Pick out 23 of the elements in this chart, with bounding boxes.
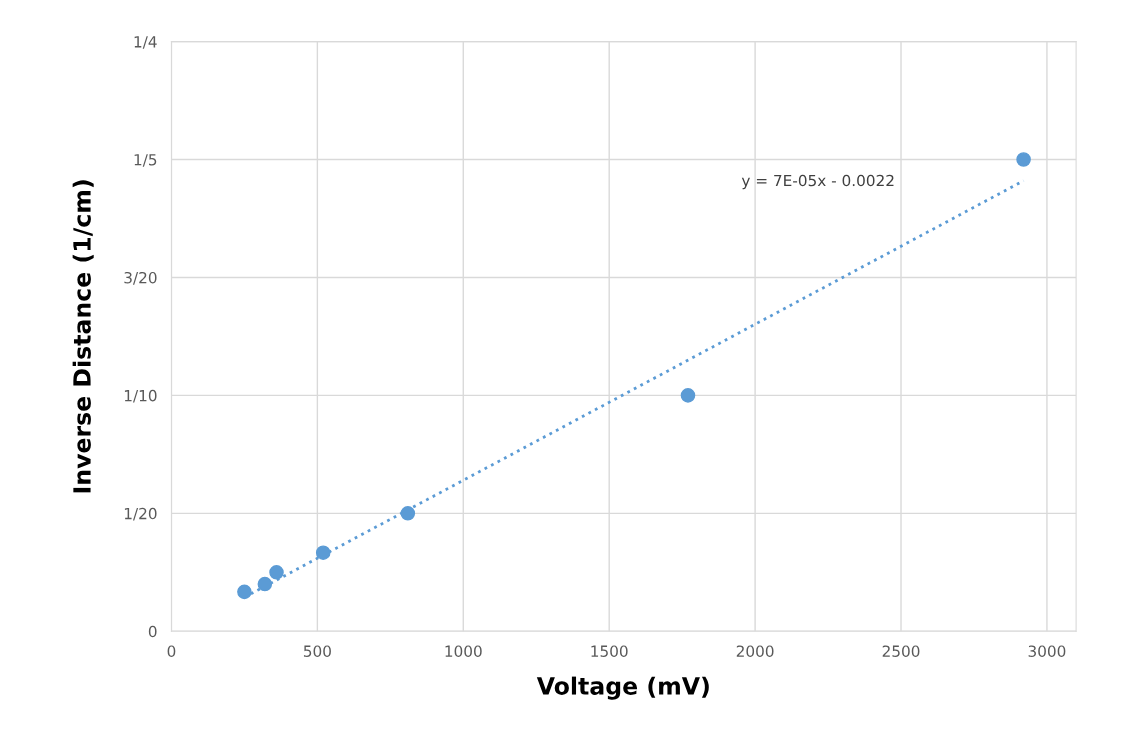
x-tick-label: 1000 <box>445 645 482 657</box>
point <box>257 576 273 592</box>
annotation: y = 7E-05x - 0.0022 <box>741 174 894 190</box>
point <box>680 388 696 403</box>
point <box>315 545 331 560</box>
x-tick-label: 1500 <box>591 645 628 657</box>
y-tick-label: 1/20 <box>124 507 157 521</box>
point <box>269 565 284 580</box>
x-tick-label: 3000 <box>1028 645 1066 657</box>
x-tick-label: 2000 <box>736 645 774 657</box>
point <box>1016 152 1031 167</box>
y-tick-label: 3/20 <box>124 271 157 285</box>
x-tick-label: 2500 <box>882 645 920 657</box>
x-axis-title: Voltage (mV) <box>536 676 709 700</box>
y-tick-label: 0 <box>148 625 157 638</box>
y-tick-label: 1/5 <box>134 154 157 167</box>
point <box>400 506 416 521</box>
y-tick-label: 1/10 <box>124 389 157 403</box>
x-tick-label: 500 <box>303 645 331 657</box>
y-axis-title: Inverse Distance (1/cm) <box>72 180 94 493</box>
point <box>237 584 252 600</box>
y-tick-label: 1/4 <box>134 36 157 49</box>
x-tick-label: 0 <box>167 645 176 657</box>
